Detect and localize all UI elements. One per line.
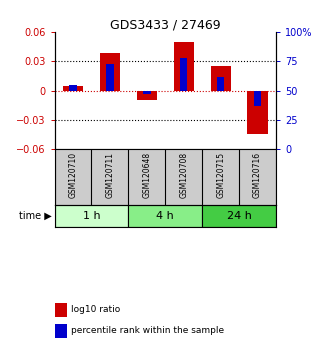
Bar	[217, 76, 224, 91]
Text: GSM120711: GSM120711	[105, 152, 115, 198]
Bar	[69, 85, 77, 91]
Bar	[106, 64, 114, 91]
Text: GSM120715: GSM120715	[216, 152, 225, 198]
Text: 1 h: 1 h	[83, 211, 100, 221]
Bar	[180, 58, 187, 91]
Text: 4 h: 4 h	[156, 211, 174, 221]
Text: GSM120710: GSM120710	[68, 152, 78, 198]
Text: GSM120708: GSM120708	[179, 152, 188, 198]
Bar	[143, 91, 151, 94]
Text: percentile rank within the sample: percentile rank within the sample	[71, 326, 224, 336]
Text: GSM120648: GSM120648	[142, 152, 152, 198]
Bar	[137, 91, 157, 101]
Text: time ▶: time ▶	[19, 211, 51, 221]
Text: log10 ratio: log10 ratio	[71, 305, 120, 314]
Bar	[174, 42, 194, 91]
Bar	[63, 86, 83, 91]
Bar	[100, 53, 120, 91]
FancyBboxPatch shape	[128, 205, 202, 227]
Bar	[247, 91, 268, 134]
Text: GSM120716: GSM120716	[253, 152, 262, 198]
Bar	[254, 91, 261, 106]
Title: GDS3433 / 27469: GDS3433 / 27469	[110, 19, 221, 32]
Text: 24 h: 24 h	[227, 211, 252, 221]
FancyBboxPatch shape	[202, 205, 276, 227]
Bar	[211, 66, 231, 91]
FancyBboxPatch shape	[55, 205, 128, 227]
